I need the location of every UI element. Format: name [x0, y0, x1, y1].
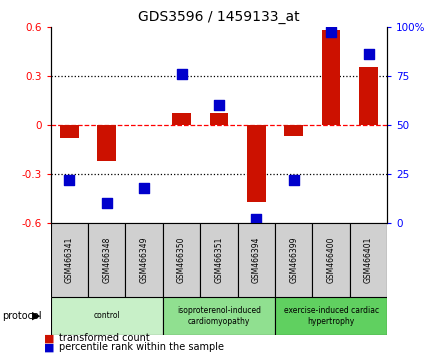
FancyBboxPatch shape — [125, 223, 163, 297]
Bar — [359, 68, 378, 125]
Text: GSM466348: GSM466348 — [102, 237, 111, 284]
FancyBboxPatch shape — [275, 223, 312, 297]
Text: control: control — [93, 312, 120, 320]
FancyBboxPatch shape — [88, 223, 125, 297]
FancyBboxPatch shape — [238, 223, 275, 297]
Point — [178, 71, 185, 76]
Point — [141, 185, 148, 190]
Text: GSM466341: GSM466341 — [65, 237, 74, 284]
Text: ■: ■ — [44, 342, 55, 352]
Point — [253, 216, 260, 222]
Point — [365, 51, 372, 57]
Bar — [97, 125, 116, 161]
Text: GSM466401: GSM466401 — [364, 237, 373, 284]
Bar — [209, 113, 228, 125]
FancyBboxPatch shape — [312, 223, 350, 297]
Text: GSM466400: GSM466400 — [326, 237, 336, 284]
FancyBboxPatch shape — [200, 223, 238, 297]
FancyBboxPatch shape — [51, 297, 163, 335]
Text: exercise-induced cardiac
hypertrophy: exercise-induced cardiac hypertrophy — [283, 306, 379, 326]
Point — [103, 200, 110, 206]
Point — [327, 30, 335, 35]
Point — [216, 102, 223, 108]
Text: transformed count: transformed count — [59, 333, 150, 343]
Text: GSM466349: GSM466349 — [139, 237, 149, 284]
Text: GSM466351: GSM466351 — [214, 237, 224, 284]
Bar — [322, 30, 341, 125]
Bar — [247, 125, 266, 202]
FancyBboxPatch shape — [350, 223, 387, 297]
Title: GDS3596 / 1459133_at: GDS3596 / 1459133_at — [138, 10, 300, 24]
Text: GSM466399: GSM466399 — [289, 237, 298, 284]
Text: isoproterenol-induced
cardiomyopathy: isoproterenol-induced cardiomyopathy — [177, 306, 261, 326]
FancyBboxPatch shape — [163, 223, 200, 297]
Text: protocol: protocol — [2, 311, 42, 321]
Text: percentile rank within the sample: percentile rank within the sample — [59, 342, 224, 352]
Bar — [172, 113, 191, 125]
FancyBboxPatch shape — [51, 223, 88, 297]
FancyBboxPatch shape — [163, 297, 275, 335]
Text: ▶: ▶ — [32, 311, 40, 321]
Bar — [284, 125, 303, 136]
Point — [66, 177, 73, 183]
Text: GSM466350: GSM466350 — [177, 237, 186, 284]
Text: ■: ■ — [44, 333, 55, 343]
Bar — [60, 125, 79, 138]
Point — [290, 177, 297, 183]
FancyBboxPatch shape — [275, 297, 387, 335]
Text: GSM466394: GSM466394 — [252, 237, 261, 284]
